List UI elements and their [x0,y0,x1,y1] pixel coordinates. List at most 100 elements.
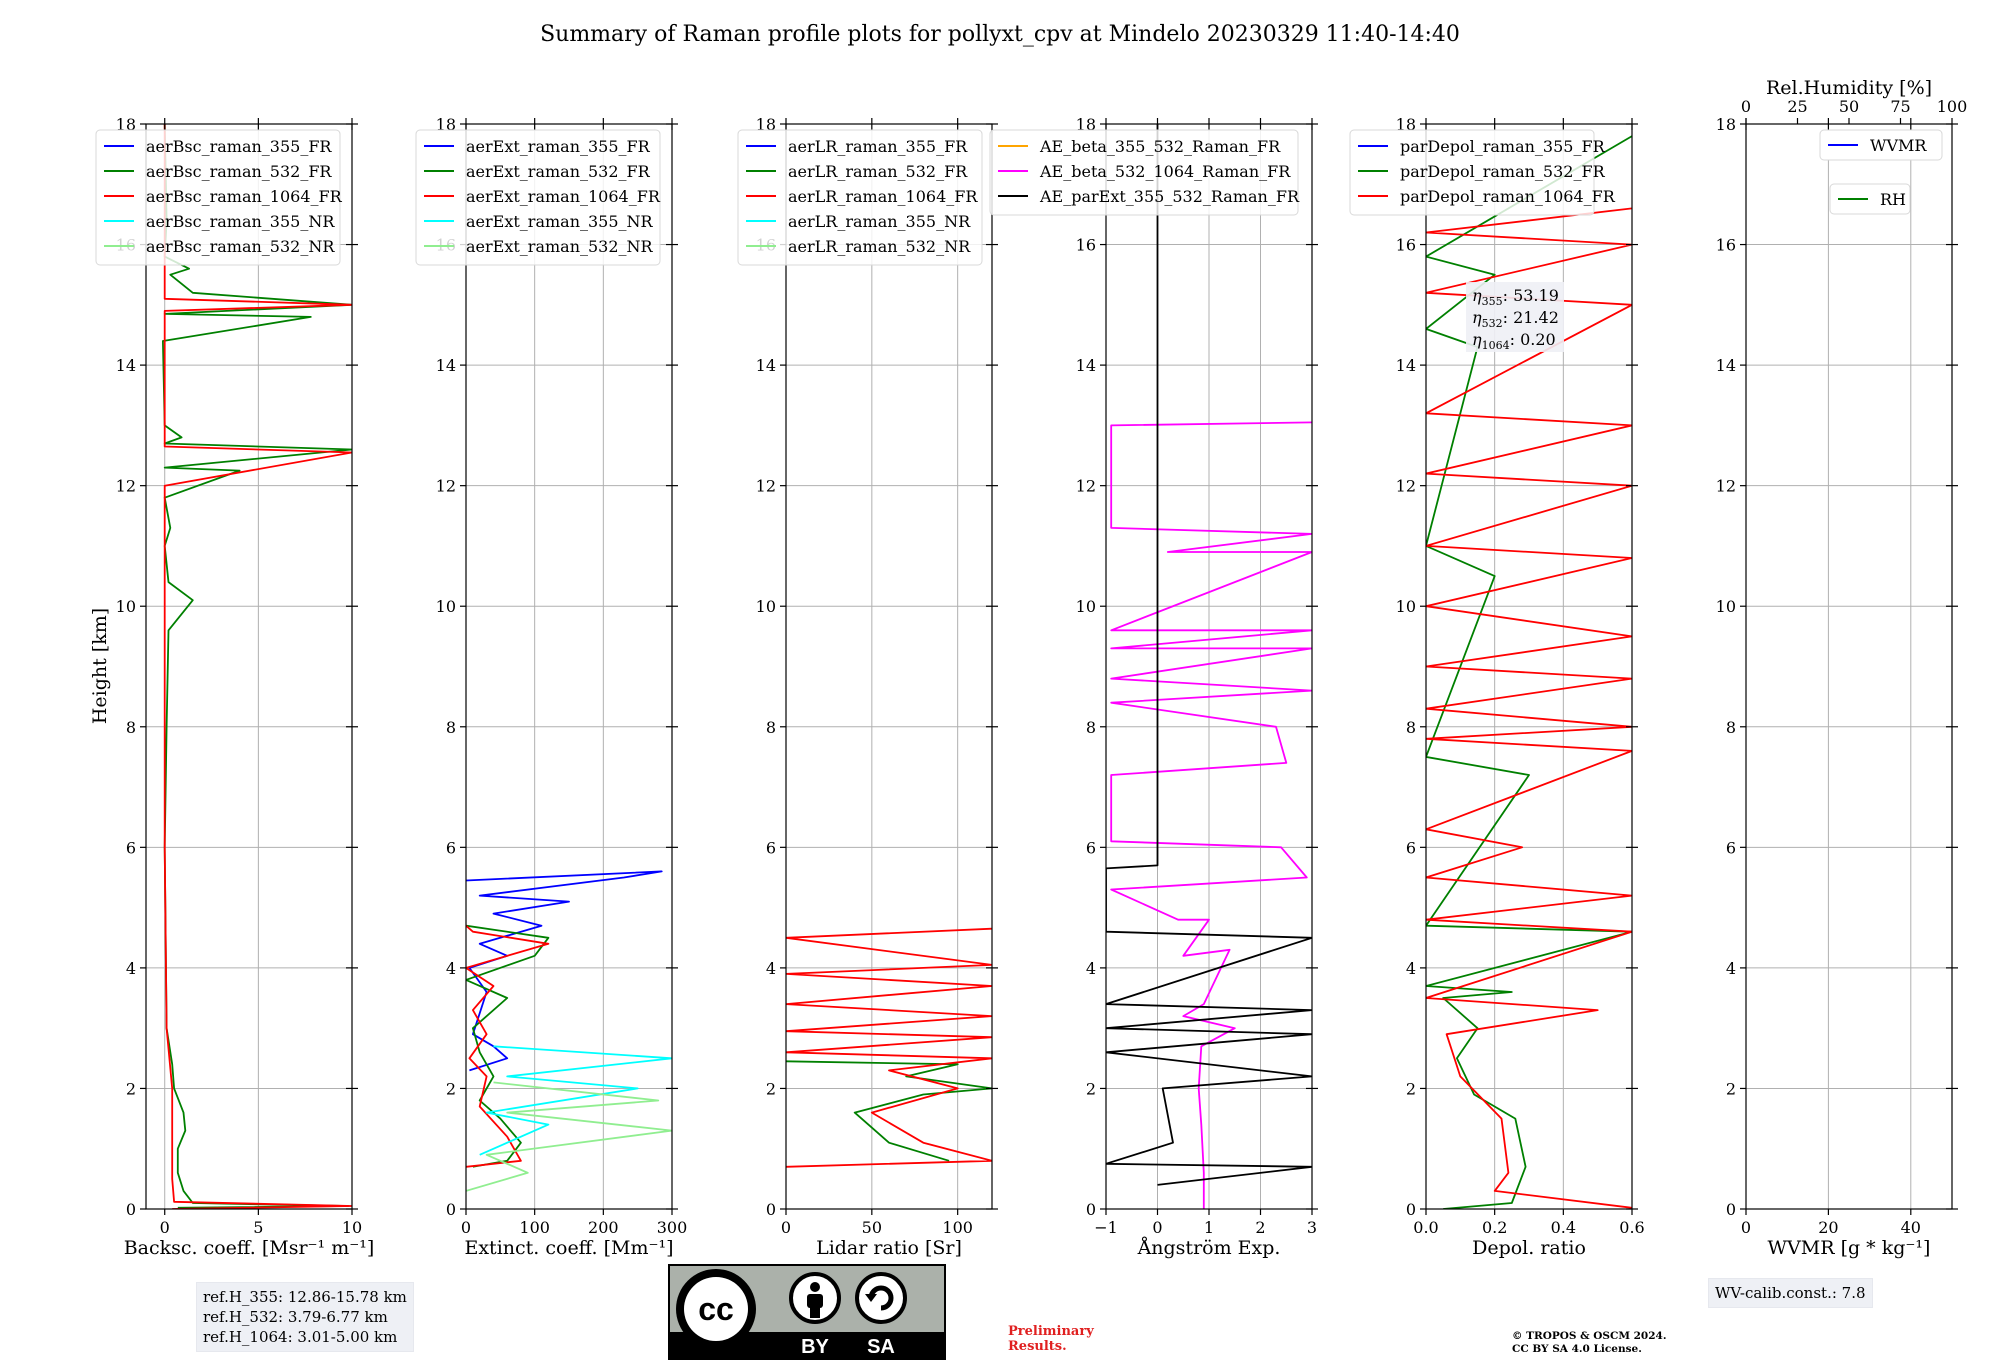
sa-label: SA [867,1336,895,1358]
y-tick-label: 14 [436,356,456,375]
y-tick-label: 8 [766,718,776,737]
x-tick-label: 300 [657,1218,688,1237]
legend-label: aerBsc_raman_355_NR [146,212,335,231]
wv-calibration-box: WV-calib.const.: 7.8 [1708,1278,1873,1308]
y-tick-label: 14 [756,356,776,375]
y-tick-label: 12 [436,477,456,496]
y-tick-label: 4 [1726,959,1736,978]
x2-tick-label: 75 [1890,97,1910,116]
panel-5: 0 2 4 6 8 10 12 14 16 18 0.0 0.2 0.4 0.6 Depol. ratio p… [1349,115,1645,1259]
eta-line-355: η355: 53.19 [1472,286,1559,308]
y-tick-label: 10 [1396,597,1416,616]
series-line-parDepol_raman_1064_FR [1426,207,1632,1209]
y-tick-label: 12 [1396,477,1416,496]
series-line-aerExt_raman_532_FR [466,924,550,1168]
y-tick-label: 18 [1716,115,1736,134]
cc-circle-inner [684,1277,748,1341]
y-tick-label: 16 [1396,236,1416,255]
legend-label: aerBsc_raman_532_FR [146,162,332,181]
by-person-body [807,1294,823,1308]
y-tick-label: 2 [1086,1079,1096,1098]
legend-label: aerExt_raman_355_NR [466,212,654,231]
x-axis-label: Ångström Exp. [1137,1237,1281,1259]
x-tick-label: 10 [342,1218,362,1237]
y-tick-label: 16 [1716,236,1736,255]
axes-frame [1425,123,1633,1210]
preliminary-line-2: Results. [1008,1339,1067,1354]
copyright-line-2: CC BY SA 4.0 License. [1512,1343,1642,1355]
wv-calib-const: WV-calib.const.: 7.8 [1715,1284,1866,1302]
x-axis-label: Lidar ratio [Sr] [816,1237,962,1259]
axes-frame [785,123,993,1210]
eta-line-1064: η1064: 0.20 [1472,330,1556,352]
series-line-aerExt_raman_355_FR [466,870,663,1072]
y-tick-label: 12 [1716,477,1736,496]
legend-label: aerExt_raman_532_NR [466,237,654,256]
legend-label: aerBsc_raman_355_FR [146,137,332,156]
series-line-AE_beta_532_1064_Raman_FR [1110,421,1312,1209]
legend-box [737,129,983,266]
y-tick-label: 4 [126,959,136,978]
y-tick-label: 6 [1406,838,1416,857]
series-group [1426,135,1632,1209]
y-tick-label: 4 [1086,959,1096,978]
eta-line-532: η532: 21.42 [1472,308,1559,330]
legend-label: aerExt_raman_1064_FR [466,187,661,206]
y-tick-label: 0 [766,1200,776,1219]
y-tick-label: 10 [1716,597,1736,616]
legend-box-rh [1829,183,1911,215]
y-tick-label: 8 [446,718,456,737]
y-tick-label: 2 [1406,1079,1416,1098]
sa-arrow-arc [868,1285,894,1311]
ref-height-355: ref.H_355: 12.86-15.78 km [203,1288,407,1306]
legend-label: aerLR_raman_1064_FR [788,187,978,206]
axes-frame [1745,123,1953,1210]
x2-tick-label: 25 [1787,97,1807,116]
x-tick-label: 5 [253,1218,263,1237]
cc-text: cc [698,1291,734,1327]
legend-label: aerLR_raman_532_FR [788,162,968,181]
x-tick-label: 0.0 [1413,1218,1438,1237]
x-tick-label: 100 [942,1218,973,1237]
legend-label: parDepol_raman_1064_FR [1400,187,1616,206]
y-tick-label: 2 [126,1079,136,1098]
legend-box [989,129,1299,216]
legend-label: aerLR_raman_355_NR [788,212,971,231]
x-axis-label: Depol. ratio [1472,1237,1586,1259]
ref-height-1064: ref.H_1064: 3.01-5.00 km [203,1328,398,1346]
legend-label: AE_beta_532_1064_Raman_FR [1039,162,1291,181]
y-tick-label: 18 [116,115,136,134]
eta-box [1466,282,1564,352]
series-line-aerExt_raman_355_NR [479,1045,672,1156]
y-tick-label: 4 [446,959,456,978]
x-axis-label: Extinct. coeff. [Mm⁻¹] [464,1237,673,1259]
x-tick-label: 0 [160,1218,170,1237]
by-person-legs [810,1306,820,1318]
legend-label: AE_parExt_355_532_Raman_FR [1039,187,1300,206]
x2-tick-label: 50 [1839,97,1859,116]
cc-by-sa-badge: cc BY SA [668,1264,946,1360]
y-tick-label: 10 [436,597,456,616]
x-axis-label: Backsc. coeff. [Msr⁻¹ m⁻¹] [124,1237,375,1259]
legend-box [1349,129,1595,216]
y-tick-label: 14 [1716,356,1736,375]
x-tick-label: 0.4 [1551,1218,1576,1237]
series-line-aerLR_raman_1064_FR [786,927,992,1168]
legend-label: aerExt_raman_355_FR [466,137,651,156]
y-tick-label: 6 [446,838,456,857]
reference-heights-box: ref.H_355: 12.86-15.78 km ref.H_532: 3.7… [196,1282,414,1352]
axes-frame [465,123,673,1210]
y-tick-label: 0 [126,1200,136,1219]
y-tick-label: 0 [1406,1200,1416,1219]
series-line-aerBsc_raman_1064_FR [163,124,352,1209]
y-tick-label: 8 [126,718,136,737]
y-tick-label: 4 [1406,959,1416,978]
x-tick-label: 0 [1741,1218,1751,1237]
y-tick-label: 16 [1076,236,1096,255]
y-tick-label: 10 [1076,597,1096,616]
legend-label: parDepol_raman_532_FR [1400,162,1606,181]
legend-label: AE_beta_355_532_Raman_FR [1039,137,1281,156]
